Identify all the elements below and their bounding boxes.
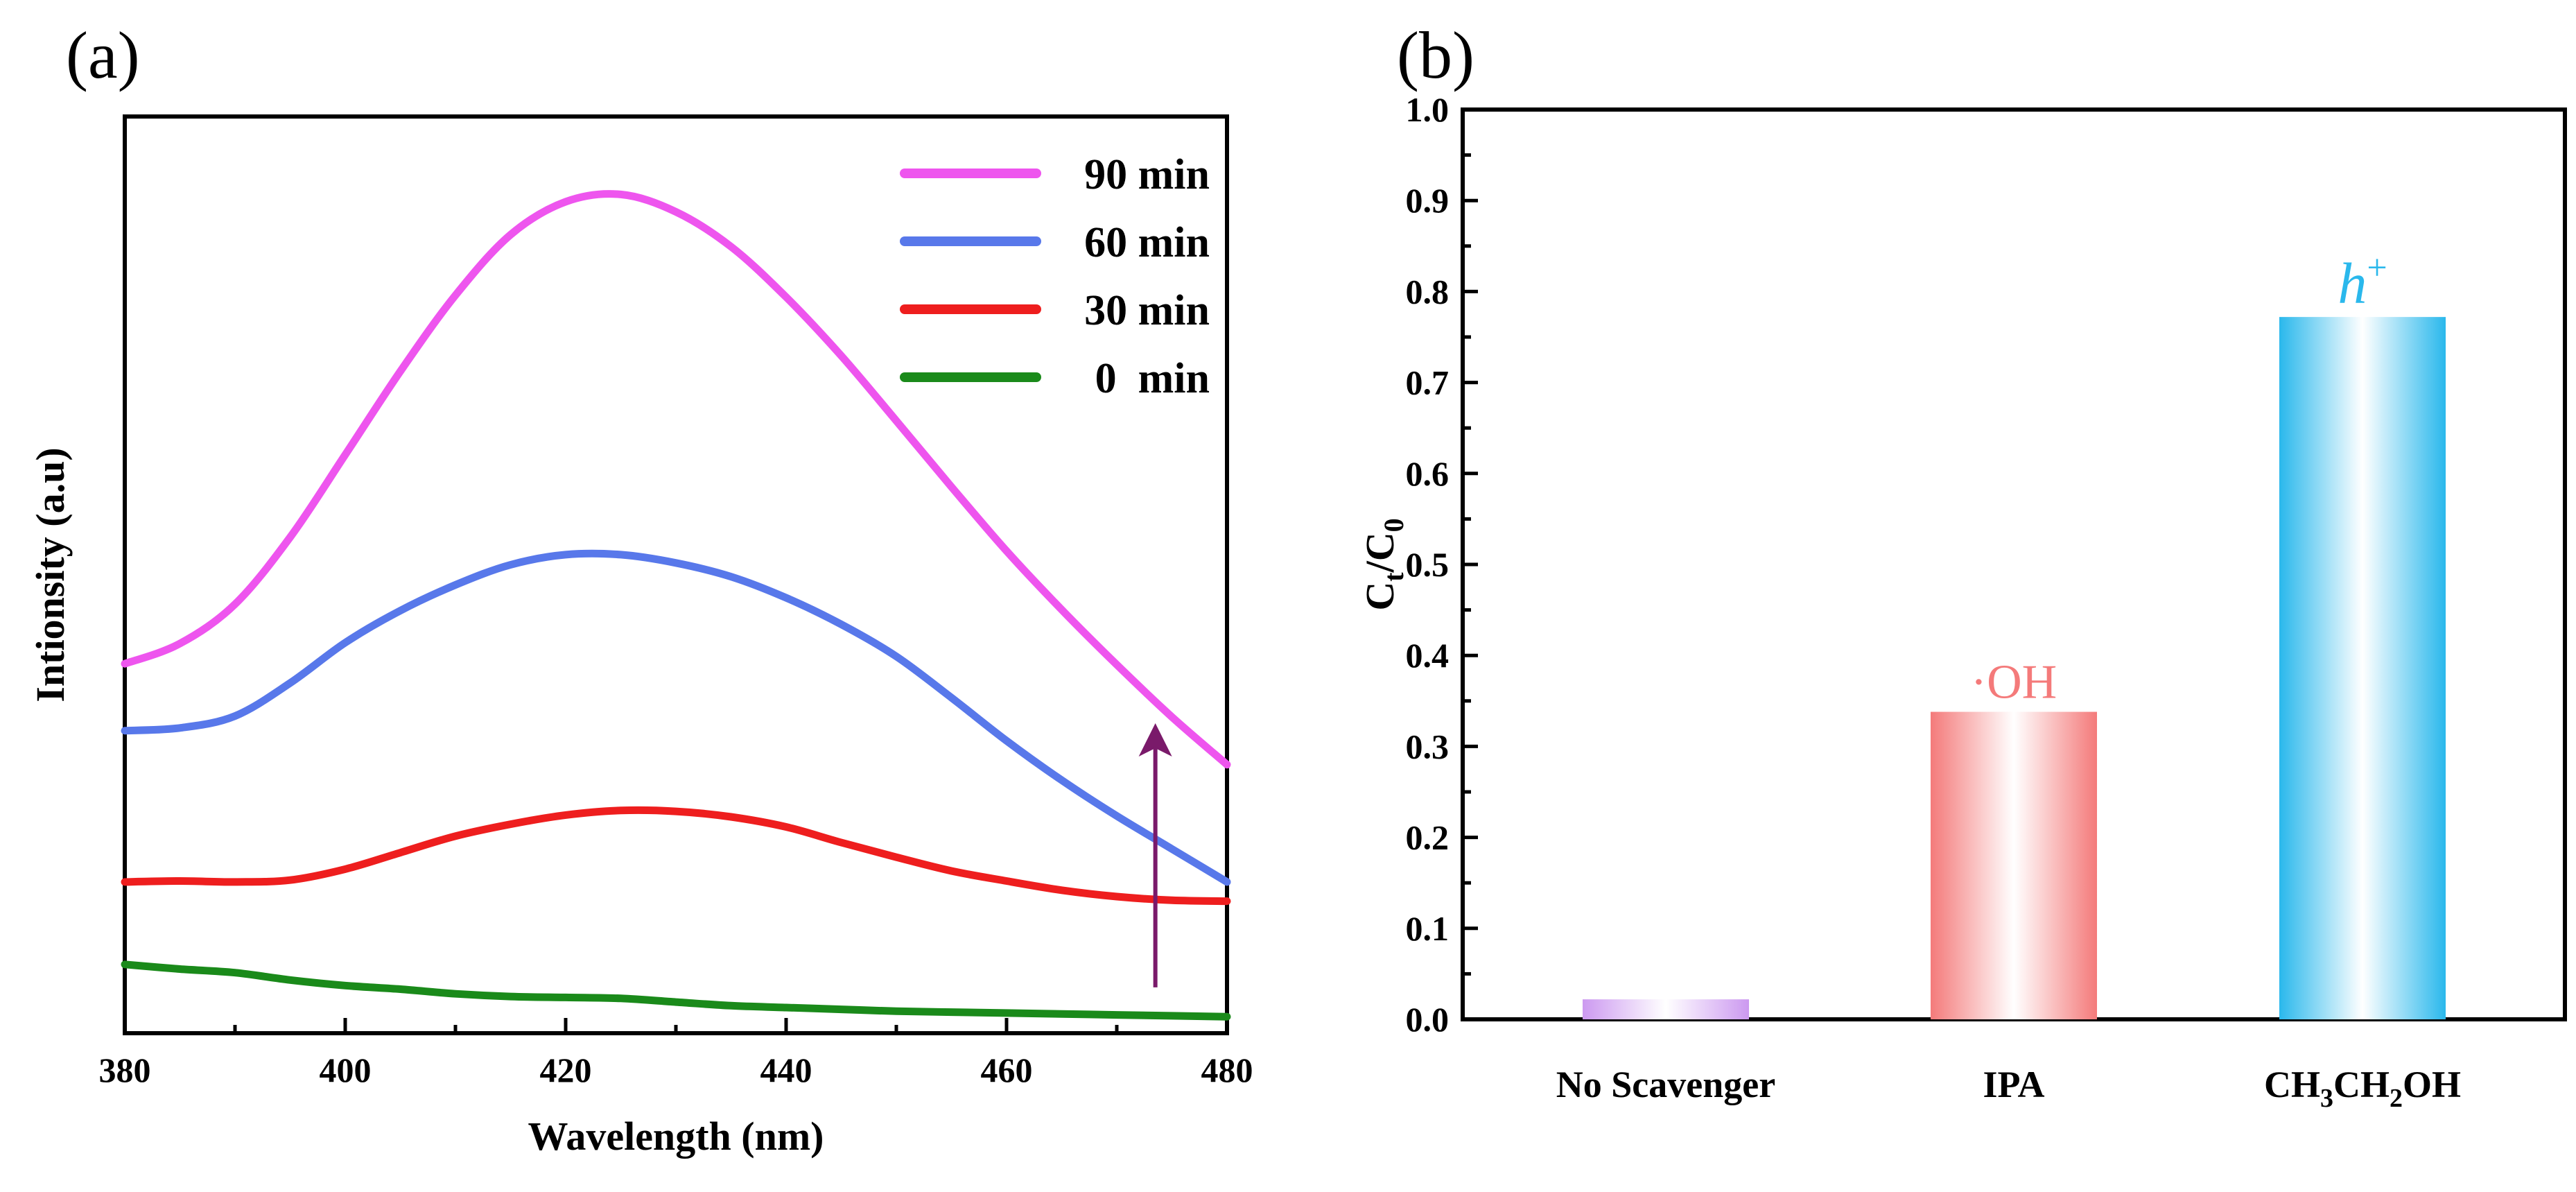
b-formula-part: CH: [2264, 1064, 2320, 1105]
b-formula-part: CH: [2333, 1064, 2390, 1105]
panel-a-label: (a): [66, 18, 140, 92]
a-series-line-2: [121, 806, 1231, 906]
a-x-tick-label: 420: [540, 1051, 592, 1089]
a-x-tick-label: 380: [99, 1051, 151, 1089]
a-x-tick-label: 460: [981, 1051, 1033, 1089]
panel-b-y-axis-title: Ct/C0: [1357, 518, 1409, 610]
y-title-C: C: [1357, 582, 1402, 611]
a-x-tick-label: 400: [320, 1051, 372, 1089]
y-title-slash-C: /C: [1357, 532, 1402, 573]
b-hole-h: h: [2338, 252, 2367, 316]
b-y-tick-label: 0.7: [1406, 363, 1450, 402]
b-y-tick-label: 0.0: [1406, 1000, 1450, 1039]
panel-b-y-ticks: 0.0 0.1 0.2 0.3 0.4 0.5 0.6 0.7 0.8 0.9 1.0: [1406, 90, 1478, 1039]
b-bar-label-2: h+: [2338, 248, 2387, 316]
a-x-tick-label: 440: [760, 1051, 812, 1089]
a-series-line-1: [121, 549, 1231, 886]
b-bar-0: [1583, 999, 1749, 1019]
b-y-tick-label: 0.5: [1406, 545, 1450, 584]
b-formula-part: OH: [2403, 1064, 2461, 1105]
panel-a-line-chart: (a) 380 400 420 440 460 480 90 min 60 min 30 mi…: [28, 18, 1253, 1159]
b-y-tick-label: 0.6: [1406, 454, 1450, 493]
b-y-tick-label: 1.0: [1406, 90, 1450, 129]
panel-b-bars: ·OH h+: [1583, 248, 2446, 1019]
y-title-sub-0: 0: [1378, 518, 1409, 532]
panel-b-category-labels: No Scavenger IPA CH3CH2OH: [1556, 1064, 2461, 1113]
b-category-label-2: CH3CH2OH: [2264, 1064, 2461, 1113]
a-legend-label: 0 min: [1095, 355, 1210, 402]
b-y-tick-label: 0.9: [1406, 181, 1450, 220]
panel-a-y-axis-title: Intionsity (a.u): [28, 447, 73, 702]
b-category-label-0: No Scavenger: [1556, 1064, 1775, 1105]
b-bar-1: [1931, 711, 2097, 1019]
b-y-tick-label: 0.2: [1406, 818, 1450, 857]
y-title-sub-t: t: [1378, 572, 1409, 582]
panel-a-legend: 90 min 60 min 30 min 0 min: [900, 151, 1210, 402]
panel-a-x-axis-title: Wavelength (nm): [528, 1114, 824, 1159]
a-series-line-0: [121, 190, 1231, 769]
b-hole-plus: +: [2367, 248, 2387, 288]
a-legend-label: 30 min: [1084, 287, 1210, 334]
panel-a-series: [121, 190, 1231, 1021]
b-formula-part: 2: [2390, 1084, 2403, 1113]
a-x-tick-label: 480: [1201, 1051, 1253, 1089]
b-formula-part: 3: [2320, 1084, 2333, 1113]
b-y-tick-label: 0.1: [1406, 909, 1450, 948]
b-category-label-1: IPA: [1983, 1064, 2045, 1105]
a-legend-label: 60 min: [1084, 219, 1210, 266]
panel-b-label: (b): [1397, 18, 1474, 92]
panel-b-bar-chart: (b) 0.0 0.1 0.2 0.3 0.4 0.5 0.6 0.7 0.8 0.9 1.0 ·O…: [1357, 18, 2567, 1113]
b-y-tick-label: 0.3: [1406, 727, 1450, 766]
a-series-line-3: [121, 960, 1231, 1021]
b-y-tick-label: 0.8: [1406, 272, 1450, 311]
panel-a-x-ticks: 380 400 420 440 460 480: [99, 1018, 1253, 1089]
a-legend-label: 90 min: [1084, 151, 1210, 198]
b-y-tick-label: 0.4: [1406, 636, 1450, 675]
b-bar-label-1: ·OH: [1971, 656, 2057, 709]
b-bar-2: [2279, 317, 2446, 1019]
panel-a-plot-frame: [123, 114, 1229, 1035]
